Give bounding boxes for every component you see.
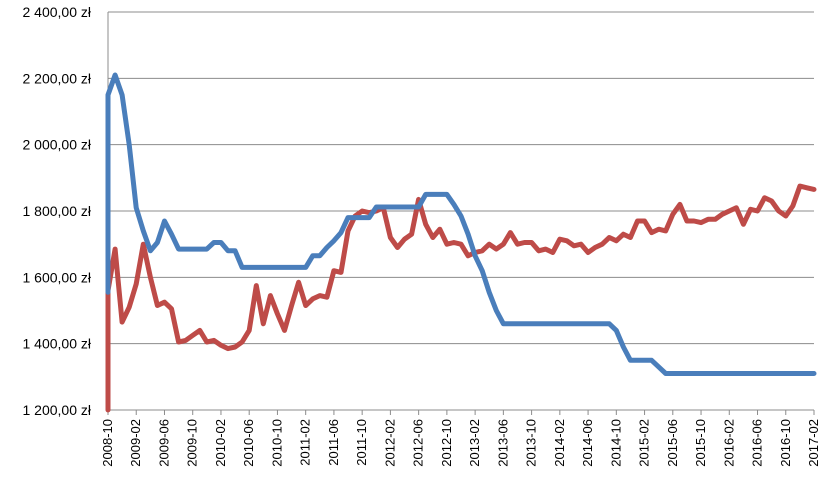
x-tick-label: 2011-06 [326, 419, 341, 466]
x-tick-label: 2015-10 [693, 419, 708, 467]
x-tick-label: 2012-10 [439, 419, 454, 467]
y-tick-label: 1 600,00 zł [23, 269, 92, 285]
x-axis-tick-labels: 2008-10 2009-02 2009-06 2009-10 2010-02 2010-… [100, 419, 821, 467]
x-tick-label: 2009-10 [185, 419, 200, 467]
x-tick-label: 2011-02 [298, 419, 313, 466]
grid-lines [108, 11, 814, 345]
x-tick-label: 2015-06 [665, 419, 680, 467]
x-tick-label: 2017-02 [806, 419, 821, 467]
x-tick-label: 2013-06 [495, 419, 510, 467]
series-lines [105, 72, 817, 413]
x-tick-label: 2014-10 [608, 419, 623, 467]
x-tick-label: 2010-06 [241, 419, 256, 467]
x-tick-label: 2010-02 [213, 419, 228, 467]
x-tick-label: 2012-06 [411, 419, 426, 467]
series-line-red [105, 183, 817, 413]
x-tick-label: 2013-02 [467, 419, 482, 467]
x-tick-label: 2014-06 [580, 419, 595, 467]
x-tick-label: 2011-10 [354, 419, 369, 466]
y-tick-label: 2 200,00 zł [23, 70, 92, 86]
x-tick-label: 2008-10 [100, 419, 115, 467]
x-tick-label: 2009-06 [156, 419, 171, 467]
x-tick-label: 2009-02 [128, 419, 143, 467]
x-tick-label: 2014-02 [552, 419, 567, 467]
y-tick-label: 1 800,00 zł [23, 203, 92, 219]
x-tick-label: 2016-06 [750, 419, 765, 467]
y-tick-label: 1 400,00 zł [23, 336, 92, 352]
series-line-blue [105, 72, 817, 376]
x-tick-label: 2015-02 [637, 419, 652, 467]
y-tick-label: 1 200,00 zł [23, 402, 92, 418]
x-tick-label: 2016-10 [778, 419, 793, 467]
y-tick-label: 2 400,00 zł [23, 4, 92, 20]
x-tick-label: 2016-02 [721, 419, 736, 467]
y-axis-tick-labels: 1 200,00 zł 1 400,00 zł 1 600,00 zł 1 800,0… [23, 4, 92, 418]
x-tick-label: 2012-02 [382, 419, 397, 467]
y-tick-label: 2 000,00 zł [23, 137, 92, 153]
x-tick-label: 2010-10 [269, 419, 284, 467]
x-tick-label: 2013-10 [524, 419, 539, 467]
